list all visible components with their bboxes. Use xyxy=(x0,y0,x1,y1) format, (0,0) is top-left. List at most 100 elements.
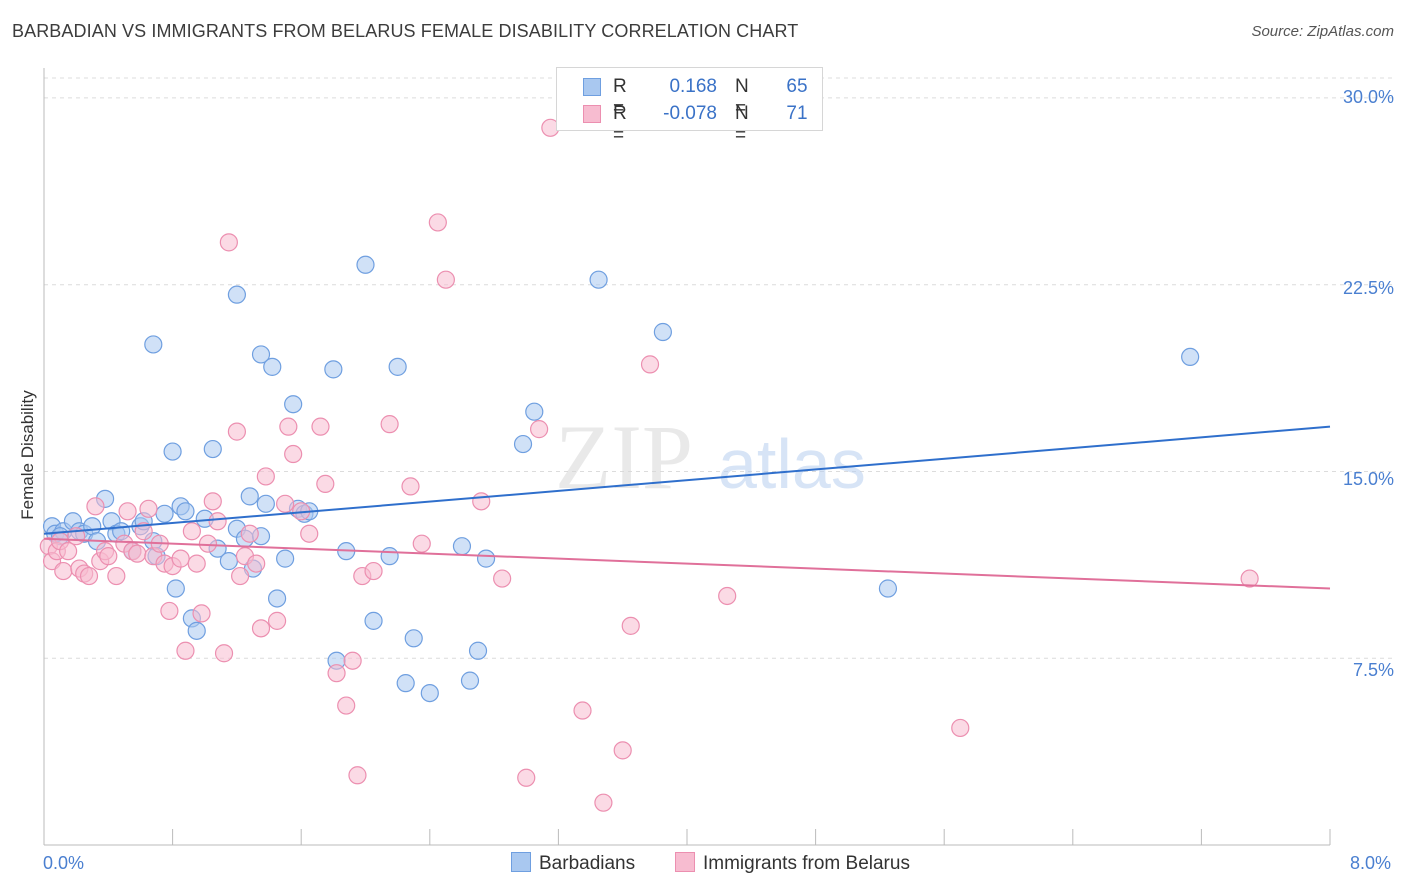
data-point xyxy=(240,487,259,506)
data-point xyxy=(214,644,234,663)
data-point xyxy=(621,616,640,635)
data-point xyxy=(517,768,536,787)
data-point xyxy=(388,357,407,376)
data-point xyxy=(452,537,472,556)
data-point xyxy=(134,522,153,541)
x-tick-0: 0.0% xyxy=(43,853,85,873)
legend-n-label: N = xyxy=(735,103,749,146)
data-point xyxy=(182,522,201,541)
data-point xyxy=(343,651,362,670)
data-point xyxy=(118,502,137,521)
data-point xyxy=(284,395,303,414)
y-tick-7-5: 7.5% xyxy=(1352,660,1394,680)
data-point xyxy=(476,549,496,568)
data-point xyxy=(530,420,549,439)
legend-label-belarus: Immigrants from Belarus xyxy=(703,853,910,874)
data-point xyxy=(203,439,222,459)
data-point xyxy=(171,549,190,568)
data-point xyxy=(653,322,672,342)
data-point xyxy=(231,566,250,586)
legend-r-value: 0.168 xyxy=(669,76,717,97)
legend-label-barbadians: Barbadians xyxy=(539,853,636,874)
y-tick-15: 15.0% xyxy=(1342,469,1394,489)
data-point xyxy=(267,589,287,608)
data-point xyxy=(718,586,737,606)
data-point xyxy=(594,793,613,812)
legend-swatch-pink xyxy=(583,105,601,123)
data-point xyxy=(107,566,126,586)
data-point xyxy=(436,270,455,289)
legend-r-label: R = xyxy=(613,76,627,119)
legend-n-value: 71 xyxy=(786,103,808,124)
data-point xyxy=(166,579,185,598)
data-point xyxy=(311,417,330,436)
chart-title: BARBADIAN VS IMMIGRANTS FROM BELARUS FEM… xyxy=(12,21,799,41)
data-point xyxy=(525,402,544,421)
data-point xyxy=(192,604,211,623)
data-point xyxy=(219,233,238,252)
trend-line-barbadians xyxy=(43,425,1331,535)
data-point xyxy=(324,360,343,379)
legend-r-value: -0.078 xyxy=(663,103,717,124)
data-point xyxy=(276,494,295,513)
data-point xyxy=(337,696,356,715)
data-point xyxy=(198,534,218,553)
data-point xyxy=(59,542,78,561)
data-point xyxy=(86,497,105,516)
data-point xyxy=(160,601,179,621)
data-point xyxy=(284,444,303,464)
axes xyxy=(43,68,1331,846)
data-point xyxy=(300,524,319,543)
belarus-points xyxy=(39,118,1259,812)
data-point xyxy=(640,355,660,374)
data-point xyxy=(251,619,271,638)
x-tick-8: 8.0% xyxy=(1350,853,1392,873)
data-point xyxy=(54,561,73,581)
data-point xyxy=(493,569,512,588)
data-point xyxy=(79,566,99,586)
watermark-atlas: atlas xyxy=(718,425,866,503)
data-point xyxy=(878,579,898,598)
data-point xyxy=(468,641,488,660)
correlation-legend: R = 0.168 N = 65 R = -0.078 N = 71 xyxy=(556,67,823,146)
source-label: Source: ZipAtlas.com xyxy=(1251,23,1394,40)
trend-line-belarus xyxy=(43,537,1331,590)
data-point xyxy=(327,664,346,683)
data-point xyxy=(176,641,195,660)
data-point xyxy=(256,467,275,486)
data-point xyxy=(613,741,632,760)
data-point xyxy=(380,415,399,434)
data-point xyxy=(267,611,287,630)
data-point xyxy=(404,629,423,648)
data-point xyxy=(472,492,491,511)
data-point xyxy=(263,357,282,376)
data-point xyxy=(99,547,118,566)
data-point xyxy=(208,512,227,531)
data-point xyxy=(139,499,158,518)
data-point xyxy=(279,417,298,436)
data-point xyxy=(573,701,592,720)
data-point xyxy=(364,561,383,581)
data-point xyxy=(401,477,420,496)
data-point xyxy=(203,492,222,511)
legend-swatch-pink xyxy=(675,852,695,872)
data-point xyxy=(256,494,275,513)
legend-item-belarus: Immigrants from Belarus xyxy=(675,852,910,875)
watermark: ZIP atlas xyxy=(555,406,866,508)
data-point xyxy=(356,255,375,274)
barbadians-points xyxy=(42,255,1200,703)
y-tick-30: 30.0% xyxy=(1342,87,1394,107)
data-point xyxy=(155,504,174,523)
data-point xyxy=(380,547,399,566)
data-point xyxy=(227,422,246,441)
data-point xyxy=(412,534,431,553)
data-point xyxy=(251,345,271,364)
watermark-zip: ZIP xyxy=(555,406,693,508)
data-point xyxy=(348,766,367,785)
legend-swatch-blue xyxy=(583,78,601,96)
data-point xyxy=(951,718,970,738)
data-point xyxy=(396,674,415,693)
legend-swatch-blue xyxy=(511,852,531,872)
data-point xyxy=(513,434,533,454)
